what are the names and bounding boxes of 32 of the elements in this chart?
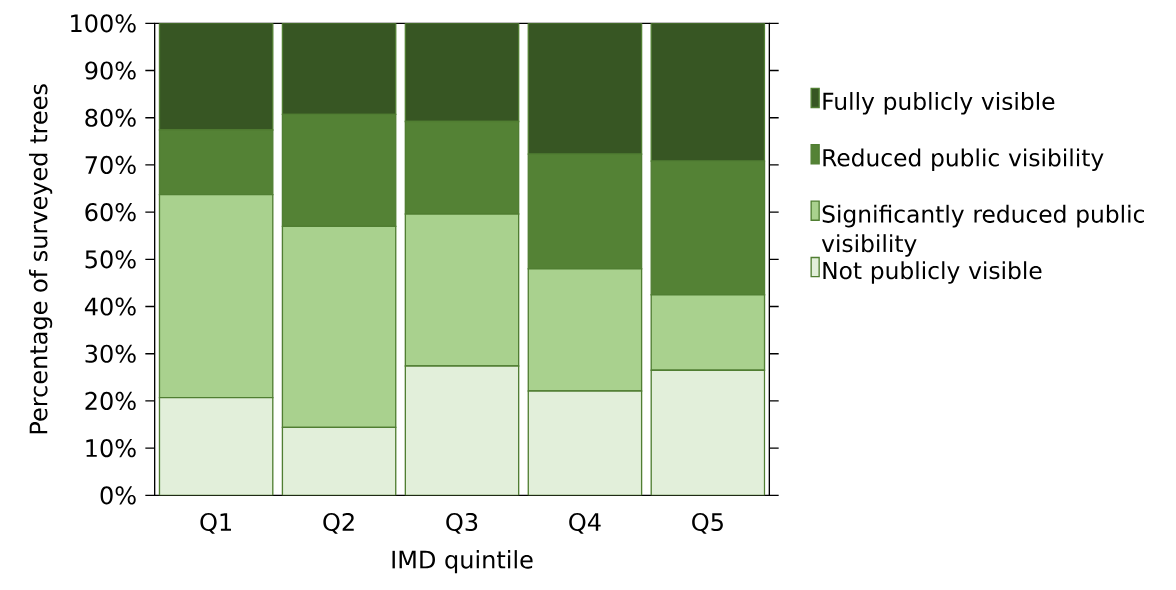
y-tick-label: 70% [85, 155, 136, 174]
y-tick-label: 100% [71, 14, 136, 33]
x-tick-label: Q4 [569, 512, 601, 534]
y-tick-label: 90% [85, 61, 136, 80]
bar [158, 23, 274, 131]
x-tick-label: Q2 [323, 512, 354, 534]
x-tick-label: Q5 [692, 512, 723, 534]
x-tick-label: Q3 [446, 512, 478, 534]
legend-label: Not publicly visible [823, 261, 1042, 284]
bar [282, 427, 396, 496]
x-tick-label: Q1 [200, 512, 231, 534]
legend-label: Fully publicly visible [823, 92, 1055, 115]
bar [405, 366, 519, 496]
bar [281, 23, 397, 116]
y-axis-title: Percentage of surveyed trees [28, 84, 53, 434]
y-tick-label: 0% [100, 486, 136, 505]
bar [404, 23, 520, 123]
y-tick-label: 60% [85, 203, 136, 222]
bar [159, 397, 273, 496]
legend-label: Significantly reduced public visibility [821, 204, 1144, 257]
bar [650, 369, 766, 496]
bar [528, 391, 642, 496]
y-tick-label: 80% [85, 108, 136, 127]
y-tick-label: 20% [85, 391, 136, 410]
bar [527, 23, 643, 155]
bar [650, 23, 766, 162]
y-tick-label: 40% [84, 297, 136, 316]
y-tick-label: 50% [85, 250, 136, 269]
x-axis-title: IMD quintile [392, 550, 533, 574]
y-tick-label: 10% [86, 439, 136, 458]
legend-label: Reduced public visibility [823, 148, 1104, 172]
y-tick-label: 30% [85, 344, 136, 363]
